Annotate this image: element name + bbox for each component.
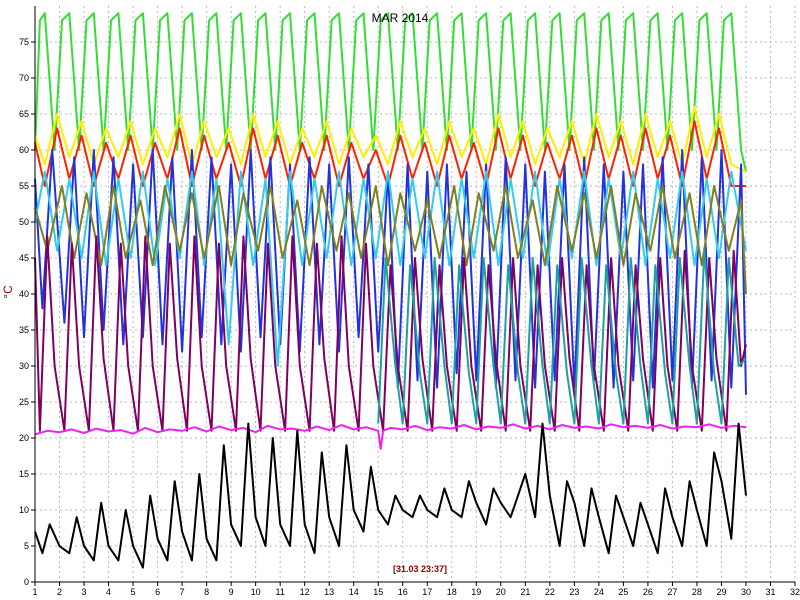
- x-tick-label: 8: [204, 587, 209, 597]
- x-tick-label: 31: [765, 587, 775, 597]
- x-tick-label: 6: [155, 587, 160, 597]
- y-tick-label: 75: [19, 37, 29, 47]
- series-line-9: [34, 423, 747, 450]
- x-tick-label: 5: [131, 587, 136, 597]
- series-line-8: [377, 249, 747, 425]
- x-tick-label: 27: [667, 587, 677, 597]
- x-tick-label: 2: [57, 587, 62, 597]
- series-line-1: [34, 12, 747, 172]
- x-tick-label: 11: [275, 587, 284, 597]
- series-line-2: [34, 105, 747, 173]
- x-tick-label: 7: [180, 587, 185, 597]
- x-tick-label: 14: [349, 587, 359, 597]
- series-line-6: [34, 185, 747, 295]
- y-tick-label: 20: [19, 433, 29, 443]
- x-tick-label: 1: [32, 587, 37, 597]
- grid: [35, 6, 796, 582]
- x-ticks: 1 2 3 4 5 6 7 8 9 10 11 12 13 14 15 16 17 18 19 20 21 22 23 24 2…: [32, 582, 800, 597]
- x-tick-label: 26: [643, 587, 653, 597]
- x-tick-label: 18: [447, 587, 457, 597]
- y-axis-label: °C: [1, 285, 15, 299]
- x-tick-label: 10: [251, 587, 261, 597]
- x-tick-label: 17: [422, 587, 432, 597]
- x-tick-label: 3: [82, 587, 87, 597]
- series-line-10: [34, 422, 747, 569]
- x-tick-label: 15: [373, 587, 383, 597]
- y-tick-label: 5: [24, 541, 29, 551]
- y-tick-label: 0: [24, 577, 29, 587]
- x-tick-label: 20: [496, 587, 506, 597]
- x-tick-label: 12: [300, 587, 310, 597]
- x-tick-label: 32: [790, 587, 800, 597]
- x-tick-label: 23: [569, 587, 579, 597]
- chart-title: MAR 2014: [372, 11, 429, 25]
- y-tick-label: 30: [19, 361, 29, 371]
- y-tick-label: 50: [19, 217, 29, 227]
- y-tick-label: 55: [19, 181, 29, 191]
- x-tick-label: 24: [594, 587, 604, 597]
- x-tick-label: 30: [741, 587, 751, 597]
- y-tick-label: 25: [19, 397, 29, 407]
- y-ticks: 0 5 10 15 20 25 30 35 40 45 50 55 60 65 70 75: [19, 37, 35, 587]
- x-tick-label: 28: [692, 587, 702, 597]
- y-tick-label: 60: [19, 145, 29, 155]
- x-tick-label: 22: [545, 587, 555, 597]
- series-line-7: [34, 235, 747, 432]
- y-tick-label: 15: [19, 469, 29, 479]
- y-tick-label: 70: [19, 73, 29, 83]
- x-tick-label: 13: [324, 587, 334, 597]
- series-group: [34, 12, 747, 569]
- x-tick-label: 29: [716, 587, 726, 597]
- y-tick-label: 35: [19, 325, 29, 335]
- x-tick-label: 25: [618, 587, 628, 597]
- x-tick-label: 16: [398, 587, 408, 597]
- x-tick-label: 9: [229, 587, 234, 597]
- y-tick-label: 65: [19, 109, 29, 119]
- x-tick-label: 4: [106, 587, 111, 597]
- y-tick-label: 40: [19, 289, 29, 299]
- series-line-5: [34, 170, 747, 367]
- y-tick-label: 45: [19, 253, 29, 263]
- cursor-label: [31.03 23:37]: [393, 564, 447, 574]
- y-tick-label: 10: [19, 505, 29, 515]
- x-tick-label: 19: [471, 587, 481, 597]
- x-tick-label: 21: [520, 587, 530, 597]
